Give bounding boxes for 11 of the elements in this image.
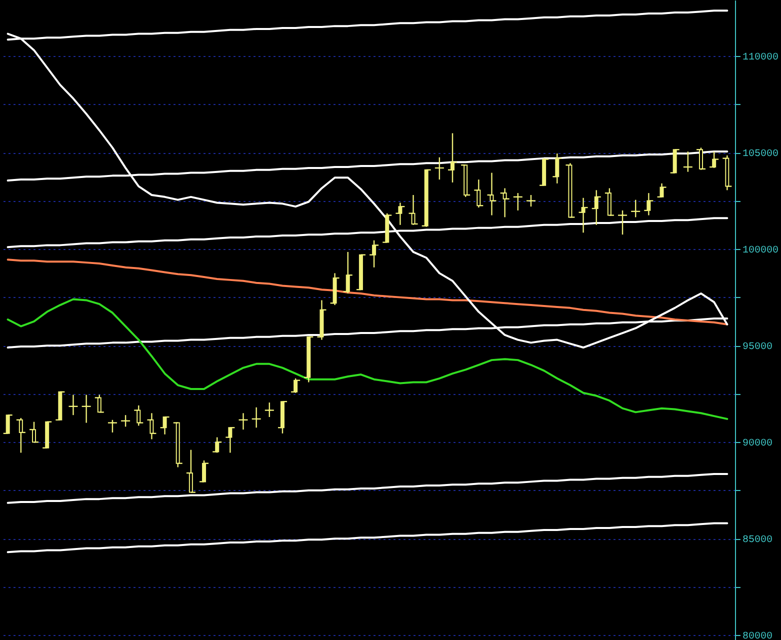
y-tick-label: 85000 bbox=[742, 535, 773, 546]
y-tick-label: 95000 bbox=[742, 342, 773, 354]
line-series bbox=[6, 472, 728, 504]
line-series bbox=[6, 298, 728, 420]
y-tick-label: 90000 bbox=[742, 438, 773, 450]
y-tick-label: 100000 bbox=[742, 246, 779, 257]
y-tick-label: 110000 bbox=[742, 52, 779, 64]
y-tick-label: 105000 bbox=[742, 149, 779, 160]
line-series bbox=[6, 258, 728, 326]
y-tick-label: 80000 bbox=[742, 632, 773, 640]
line-series bbox=[6, 522, 728, 554]
